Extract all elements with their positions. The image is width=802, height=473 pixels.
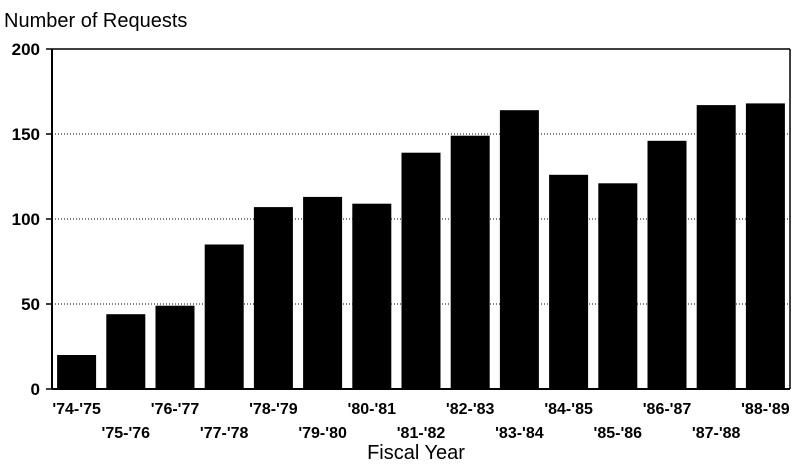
bar [253, 207, 293, 389]
x-tick-label: '79-'80 [298, 425, 347, 442]
x-tick-label: '77-'78 [200, 425, 249, 442]
y-tick-label: 200 [12, 40, 40, 59]
bar [450, 135, 490, 389]
x-tick-label: '75-'76 [102, 425, 151, 442]
bar [745, 103, 785, 390]
bar [549, 174, 589, 389]
x-tick-label: '88-'89 [741, 401, 790, 418]
y-tick-label: 50 [21, 295, 40, 314]
bars [57, 103, 785, 390]
x-tick-label: '80-'81 [348, 401, 397, 418]
x-tick-label: '76-'77 [151, 401, 200, 418]
bar [352, 203, 392, 389]
bar [696, 105, 736, 389]
bar [303, 196, 343, 389]
x-tick-label: '87-'88 [692, 425, 741, 442]
bar [204, 244, 244, 389]
x-tick-labels: '74-'75'75-'76'76-'77'77-'78'78-'79'79-'… [52, 401, 789, 442]
x-axis-label: Fiscal Year [367, 442, 465, 464]
y-axis-label: Number of Requests [4, 10, 187, 32]
bar [106, 314, 146, 389]
y-tick-label: 100 [12, 210, 40, 229]
x-tick-label: '86-'87 [643, 401, 692, 418]
x-tick-label: '78-'79 [249, 401, 298, 418]
x-tick-label: '84-'85 [544, 401, 593, 418]
y-tick-label: 0 [31, 380, 40, 399]
y-tick-labels: 0 50 100 150 200 [12, 40, 52, 399]
bar [598, 183, 638, 389]
bar [155, 305, 195, 389]
bar [647, 140, 687, 389]
x-tick-label: '83-'84 [495, 425, 544, 442]
x-tick-label: '82-'83 [446, 401, 495, 418]
bar [499, 110, 539, 389]
bar [57, 355, 97, 389]
x-tick-label: '81-'82 [397, 425, 446, 442]
bar [401, 152, 441, 389]
x-tick-label: '85-'86 [594, 425, 643, 442]
x-tick-label: '74-'75 [52, 401, 101, 418]
y-tick-label: 150 [12, 125, 40, 144]
